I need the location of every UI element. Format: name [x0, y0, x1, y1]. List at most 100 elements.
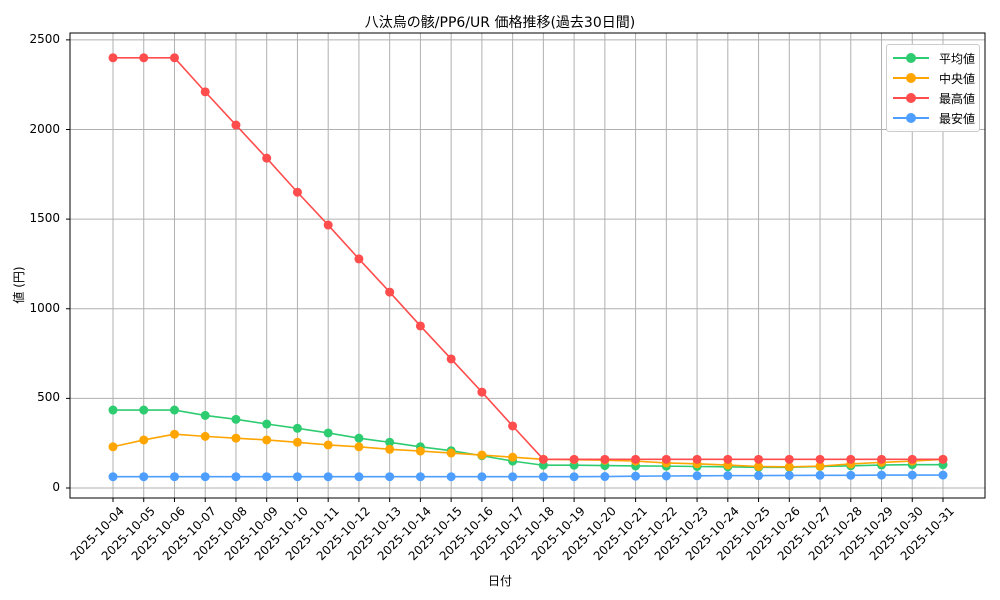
- data-point: [200, 87, 210, 97]
- data-point: [754, 454, 764, 464]
- data-point: [200, 472, 210, 482]
- data-point: [385, 444, 395, 454]
- data-point: [538, 472, 548, 482]
- y-tick-label: 0: [52, 480, 60, 494]
- data-point: [169, 405, 179, 415]
- data-point: [692, 471, 702, 481]
- data-point: [323, 220, 333, 230]
- data-point: [415, 446, 425, 456]
- series-line: [113, 474, 943, 478]
- data-point: [907, 454, 917, 464]
- data-point: [262, 419, 272, 429]
- data-point: [415, 472, 425, 482]
- data-point: [661, 454, 671, 464]
- data-point: [846, 470, 856, 480]
- data-point: [262, 153, 272, 163]
- legend-label: 最高値: [939, 91, 976, 106]
- data-point: [108, 53, 118, 63]
- data-point: [108, 405, 118, 415]
- data-point: [446, 448, 456, 458]
- data-point: [661, 471, 671, 481]
- data-point: [815, 461, 825, 471]
- data-point: [846, 454, 856, 464]
- data-point: [569, 454, 579, 464]
- data-point: [354, 433, 364, 443]
- legend-label: 中央値: [939, 71, 976, 86]
- y-tick-label: 1000: [29, 300, 60, 315]
- legend-item: 最高値: [887, 88, 979, 108]
- data-point: [446, 354, 456, 364]
- data-point: [385, 287, 395, 297]
- data-point: [231, 414, 241, 424]
- data-point: [292, 187, 302, 197]
- x-axis-label: 日付: [487, 574, 512, 588]
- data-point: [200, 410, 210, 420]
- data-point: [139, 472, 149, 482]
- data-point: [477, 387, 487, 397]
- data-point: [231, 472, 241, 482]
- data-point: [631, 471, 641, 481]
- plot-frame: [69, 32, 986, 499]
- data-point: [754, 461, 764, 471]
- data-point: [292, 437, 302, 447]
- data-point: [569, 472, 579, 482]
- legend-label: 平均値: [939, 51, 976, 66]
- data-point: [508, 421, 518, 431]
- data-point: [262, 435, 272, 445]
- y-tick-label: 500: [37, 390, 60, 405]
- legend-marker-icon: [893, 112, 929, 124]
- data-point: [508, 472, 518, 482]
- data-point: [169, 429, 179, 439]
- data-point: [231, 433, 241, 443]
- data-point: [354, 442, 364, 452]
- data-point: [815, 454, 825, 464]
- legend-item: 平均値: [887, 48, 979, 68]
- legend: 平均値中央値最高値最安値: [886, 44, 980, 132]
- y-tick-label: 2000: [29, 121, 60, 136]
- y-axis-label: 値 (円): [10, 248, 27, 303]
- data-point: [508, 452, 518, 462]
- data-point: [323, 440, 333, 450]
- y-tick-label: 2500: [29, 31, 60, 46]
- data-point: [877, 470, 887, 480]
- data-point: [385, 437, 395, 447]
- data-point: [692, 454, 702, 464]
- data-point: [169, 472, 179, 482]
- legend-marker-icon: [893, 52, 929, 64]
- data-point: [938, 470, 948, 480]
- data-point: [385, 472, 395, 482]
- data-point: [231, 120, 241, 130]
- data-point: [323, 472, 333, 482]
- data-point: [754, 471, 764, 481]
- data-point: [292, 472, 302, 482]
- data-point: [877, 454, 887, 464]
- data-point: [292, 423, 302, 433]
- data-point: [631, 454, 641, 464]
- legend-marker-icon: [893, 92, 929, 104]
- data-point: [262, 472, 272, 482]
- data-point: [139, 435, 149, 445]
- data-point: [354, 472, 364, 482]
- data-point: [477, 472, 487, 482]
- data-point: [600, 454, 610, 464]
- legend-item: 最安値: [887, 108, 979, 128]
- data-point: [446, 472, 456, 482]
- data-point: [907, 470, 917, 480]
- data-point: [139, 405, 149, 415]
- data-point: [415, 321, 425, 331]
- data-point: [723, 471, 733, 481]
- series-line: [112, 433, 944, 468]
- data-point: [784, 462, 794, 472]
- data-point: [477, 450, 487, 460]
- data-point: [938, 454, 948, 464]
- data-point: [323, 428, 333, 438]
- data-point: [784, 470, 794, 480]
- legend-marker-icon: [893, 72, 929, 84]
- data-point: [200, 431, 210, 441]
- data-point: [108, 472, 118, 482]
- series-line: [113, 56, 943, 461]
- data-point: [139, 53, 149, 63]
- y-tick-label: 1500: [29, 211, 60, 226]
- data-point: [354, 254, 364, 264]
